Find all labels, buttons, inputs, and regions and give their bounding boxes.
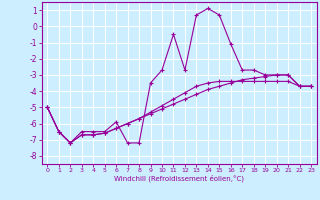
- X-axis label: Windchill (Refroidissement éolien,°C): Windchill (Refroidissement éolien,°C): [114, 175, 244, 182]
